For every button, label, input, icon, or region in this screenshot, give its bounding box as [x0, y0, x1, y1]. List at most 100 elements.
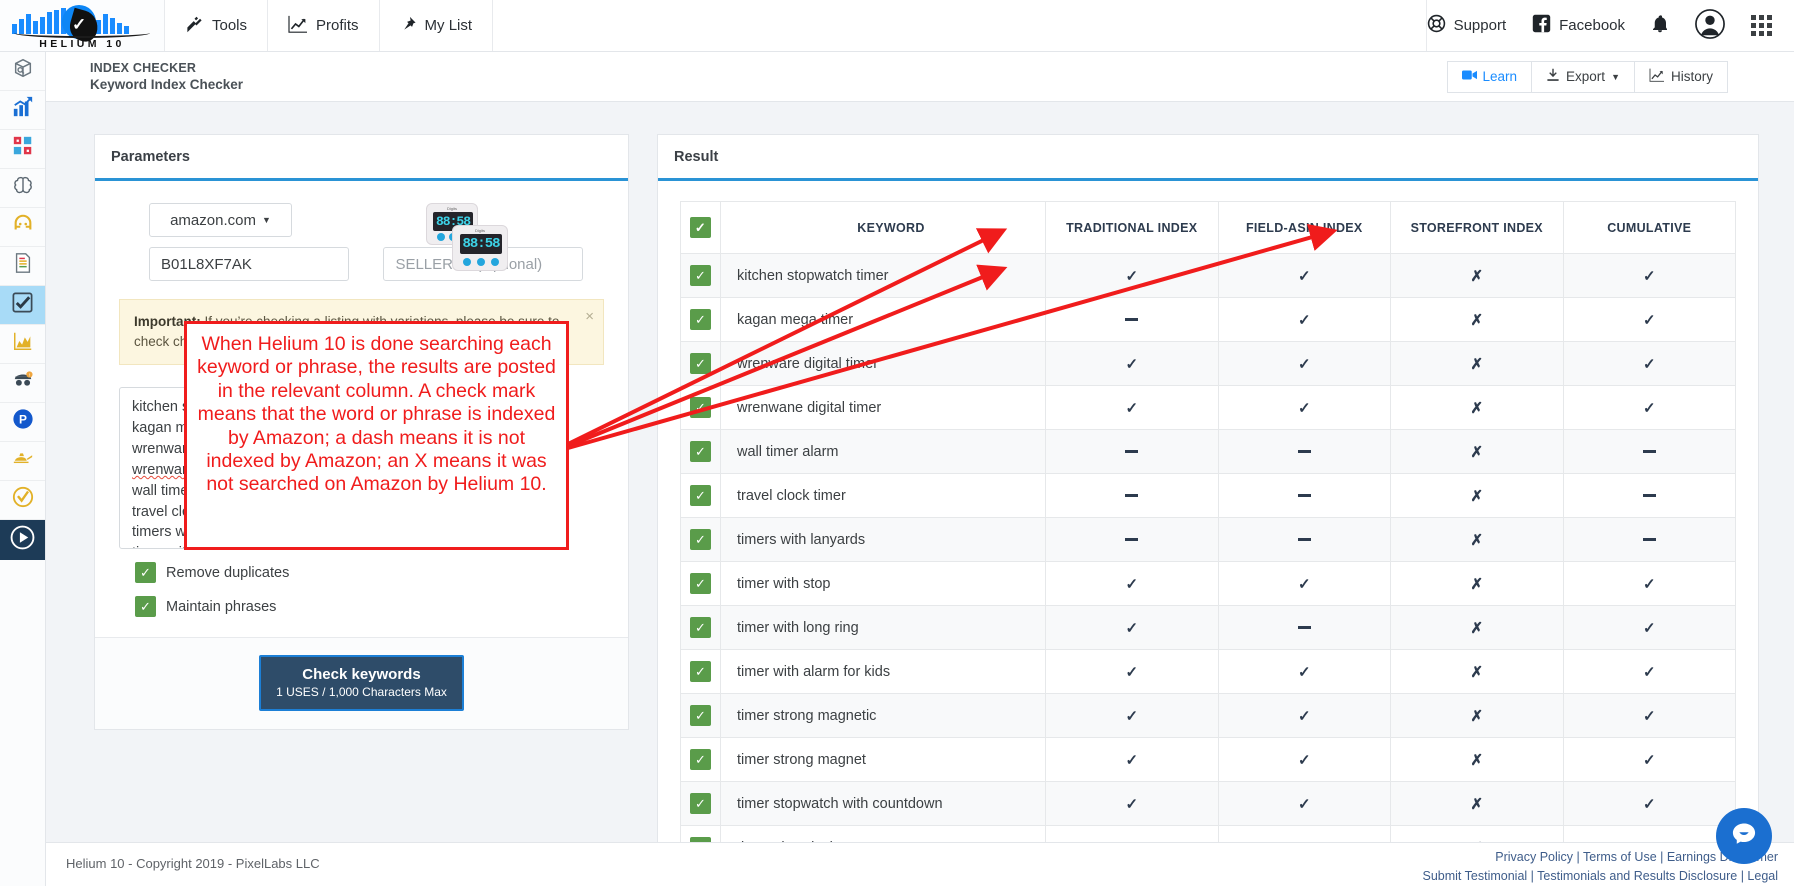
sidebar-item-black-box[interactable] [0, 52, 45, 91]
sidebar-item-magnet[interactable] [0, 208, 45, 247]
sidebar-item-alerts[interactable]: ! [0, 364, 45, 403]
result-header: Result [658, 135, 1758, 181]
export-button[interactable]: Export ▼ [1531, 60, 1635, 93]
select-all-header[interactable]: ✓ [680, 201, 721, 254]
table-row[interactable]: ✓ timer strong magnet ✓ ✓ ✗ ✓ [680, 737, 1736, 782]
row-checkbox[interactable]: ✓ [690, 529, 711, 550]
table-row[interactable]: ✓ timer strong magnetic ✓ ✓ ✗ ✓ [680, 693, 1736, 738]
storefront-x-icon: ✗ [1470, 707, 1484, 725]
column-header-cumulative[interactable]: CUMULATIVE [1562, 201, 1736, 254]
row-keyword-cell: timer with alarm for kids [720, 649, 1046, 694]
sidebar-item-frankenstein[interactable] [0, 247, 45, 286]
row-checkbox-cell[interactable]: ✓ [680, 517, 721, 562]
keyword-line: timer with stop [132, 543, 544, 548]
table-row[interactable]: ✓ travel clock timer ✗ [680, 473, 1736, 518]
row-checkbox[interactable]: ✓ [690, 397, 711, 418]
table-row[interactable]: ✓ wall timer alarm ✗ [680, 429, 1736, 474]
sidebar-item-misspellinator[interactable] [0, 481, 45, 520]
row-cumulative-cell: ✓ [1562, 781, 1736, 826]
table-row[interactable]: ✓ wrenwane digital timer ✓ ✓ ✗ ✓ [680, 385, 1736, 430]
avatar[interactable] [1695, 8, 1725, 43]
lamp-icon [12, 447, 34, 475]
table-row[interactable]: ✓ timers with lanyards ✗ [680, 517, 1736, 562]
storefront-x-icon: ✗ [1470, 487, 1484, 505]
table-row[interactable]: ✓ wrenware digital timer ✓ ✓ ✗ ✓ [680, 341, 1736, 386]
row-checkbox[interactable]: ✓ [690, 573, 711, 594]
sidebar-item-cerebro[interactable] [0, 169, 45, 208]
row-field-asin-index-cell [1217, 429, 1391, 474]
table-row[interactable]: ✓ timer with stop ✓ ✓ ✗ ✓ [680, 561, 1736, 606]
table-row[interactable]: ✓ kagan mega timer ✓ ✗ ✓ [680, 297, 1736, 342]
maintain-phrases-checkbox[interactable]: ✓ [135, 596, 156, 618]
sidebar-item-index-checker[interactable] [0, 286, 45, 325]
row-checkbox-cell[interactable]: ✓ [680, 385, 721, 430]
column-header-traditional-index[interactable]: TRADITIONAL INDEX [1045, 201, 1219, 254]
row-checkbox[interactable]: ✓ [690, 705, 711, 726]
row-checkbox[interactable]: ✓ [690, 749, 711, 770]
row-checkbox-cell[interactable]: ✓ [680, 737, 721, 782]
table-row[interactable]: ✓ timer with alarm for kids ✓ ✓ ✗ ✓ [680, 649, 1736, 694]
row-checkbox-cell[interactable]: ✓ [680, 605, 721, 650]
row-checkbox-cell[interactable]: ✓ [680, 429, 721, 474]
row-checkbox[interactable]: ✓ [690, 485, 711, 506]
sidebar-item-profits[interactable]: P [0, 403, 45, 442]
marketplace-select[interactable]: amazon.com ▼ [149, 203, 292, 237]
table-row[interactable]: ✓ timer with long ring ✓ ✗ ✓ [680, 605, 1736, 650]
maintain-phrases-row[interactable]: ✓ Maintain phrases [135, 596, 628, 618]
notifications-bell-button[interactable] [1651, 14, 1669, 38]
row-checkbox[interactable]: ✓ [690, 661, 711, 682]
row-keyword-cell: timer strong magnetic [720, 693, 1046, 738]
row-checkbox-cell[interactable]: ✓ [680, 341, 721, 386]
traditional-check-icon: ✓ [1125, 707, 1139, 725]
product-thumbnail: Digits 88:58 Digits 88:58 [420, 203, 510, 275]
row-checkbox[interactable]: ✓ [690, 793, 711, 814]
remove-duplicates-row[interactable]: ✓ Remove duplicates [135, 562, 628, 584]
row-checkbox[interactable]: ✓ [690, 309, 711, 330]
footer-links-line2[interactable]: Submit Testimonial | Testimonials and Re… [1422, 869, 1779, 884]
sidebar-item-keyword-tracker[interactable] [0, 325, 45, 364]
table-row[interactable]: ✓ kitchen stopwatch timer ✓ ✓ ✗ ✓ [680, 253, 1736, 298]
row-checkbox-cell[interactable]: ✓ [680, 473, 721, 518]
check-keywords-button[interactable]: Check keywords 1 USES / 1,000 Characters… [259, 655, 464, 712]
row-checkbox-cell[interactable]: ✓ [680, 781, 721, 826]
app-switcher-button[interactable] [1751, 15, 1772, 36]
nav-item-facebook[interactable]: Facebook [1532, 14, 1625, 37]
sidebar-item-trendster[interactable] [0, 91, 45, 130]
row-checkbox-cell[interactable]: ✓ [680, 649, 721, 694]
row-checkbox[interactable]: ✓ [690, 441, 711, 462]
row-storefront-index-cell: ✗ [1390, 473, 1564, 518]
cumulative-check-icon: ✓ [1642, 399, 1656, 417]
row-checkbox[interactable]: ✓ [690, 265, 711, 286]
nav-item-tools[interactable]: Tools [165, 0, 269, 51]
column-header-field-asin-index[interactable]: FIELD-ASIN INDEX [1217, 201, 1391, 254]
row-checkbox-cell[interactable]: ✓ [680, 297, 721, 342]
asin-field[interactable] [149, 247, 349, 281]
helium10-logo[interactable]: ✓ HELIUM 10 [0, 0, 165, 51]
row-traditional-index-cell: ✓ [1045, 605, 1219, 650]
field-asin-dash-icon [1297, 494, 1311, 498]
chevron-down-icon: ▼ [1611, 71, 1620, 82]
close-icon[interactable]: × [585, 308, 594, 325]
nav-item-profits[interactable]: Profits [268, 0, 380, 51]
sidebar-item-xray[interactable] [0, 130, 45, 169]
nav-item-my-list[interactable]: My List [380, 0, 494, 51]
sidebar-item-training[interactable] [0, 520, 45, 560]
row-checkbox[interactable]: ✓ [690, 353, 711, 374]
column-header-storefront-index[interactable]: STOREFRONT INDEX [1390, 201, 1564, 254]
row-checkbox-cell[interactable]: ✓ [680, 253, 721, 298]
column-header-keyword[interactable]: KEYWORD [720, 201, 1046, 254]
table-row[interactable]: ✓ timer stopwatch with countdown ✓ ✓ ✗ ✓ [680, 781, 1736, 826]
sidebar-item-scribbles[interactable] [0, 442, 45, 481]
nav-item-support[interactable]: Support [1427, 14, 1506, 37]
parameters-footer: Check keywords 1 USES / 1,000 Characters… [95, 637, 628, 730]
select-all-checkbox[interactable]: ✓ [690, 217, 711, 238]
chat-launcher-button[interactable] [1716, 808, 1772, 864]
row-checkbox[interactable]: ✓ [690, 617, 711, 638]
row-checkbox-cell[interactable]: ✓ [680, 693, 721, 738]
remove-duplicates-checkbox[interactable]: ✓ [135, 562, 156, 584]
history-button[interactable]: History [1633, 60, 1728, 93]
row-checkbox-cell[interactable]: ✓ [680, 561, 721, 606]
storefront-x-icon: ✗ [1470, 619, 1484, 637]
learn-button[interactable]: Learn [1446, 60, 1533, 93]
footer-links-line1[interactable]: Privacy Policy | Terms of Use | Earnings… [1495, 850, 1778, 864]
